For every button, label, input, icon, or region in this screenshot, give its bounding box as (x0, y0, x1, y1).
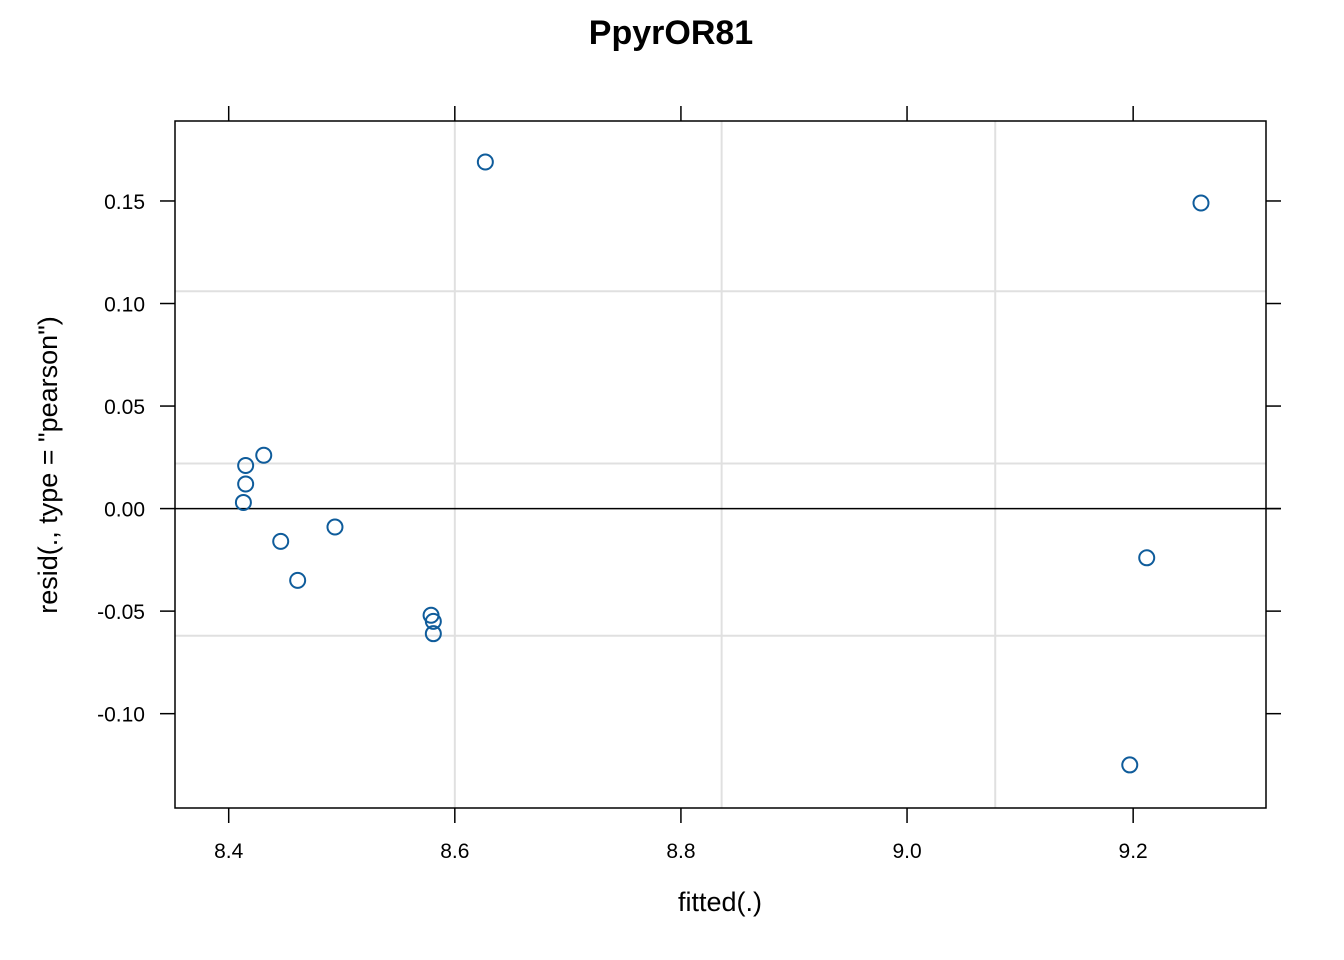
data-point (234, 493, 252, 511)
grid-lines (175, 121, 1266, 808)
y-tick-label: 0.00 (104, 499, 145, 522)
axis-ticks: 8.4 8.6 8.8 9.0 9.2 -0.10 -0.05 0.00 0.05 0.10 0.1… (97, 106, 1281, 863)
data-point (255, 446, 273, 464)
data-points (234, 153, 1210, 774)
data-point (424, 612, 442, 630)
x-axis-label: fitted(.) (678, 887, 762, 917)
data-point (424, 625, 442, 643)
x-tick-label: 9.2 (1119, 840, 1148, 863)
data-point (1121, 756, 1139, 774)
data-point (272, 532, 290, 550)
data-point (289, 571, 307, 589)
x-tick-label: 9.0 (892, 840, 921, 863)
x-tick-label: 8.4 (214, 840, 244, 863)
y-tick-label: 0.10 (104, 294, 145, 317)
x-tick-label: 8.6 (440, 840, 469, 863)
plot-frame (174, 120, 1267, 809)
data-point (476, 153, 494, 171)
data-point (1138, 549, 1156, 567)
data-point (237, 475, 255, 493)
y-tick-label: -0.10 (97, 704, 145, 727)
y-tick-label: 0.05 (104, 396, 145, 419)
y-axis-label: resid(., type = "pearson") (33, 316, 63, 614)
data-point (1192, 194, 1210, 212)
y-tick-label: 0.15 (104, 191, 145, 214)
x-tick-label: 8.8 (666, 840, 695, 863)
data-point (237, 457, 255, 475)
y-tick-label: -0.05 (97, 601, 145, 624)
chart-title: PpyrOR81 (589, 14, 753, 52)
data-point (326, 518, 344, 536)
